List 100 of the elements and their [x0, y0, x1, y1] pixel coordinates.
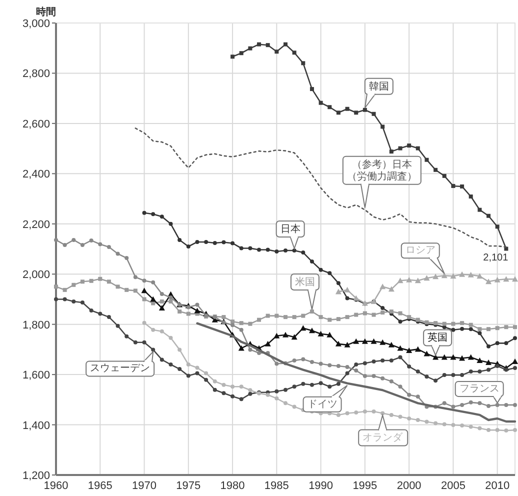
point [142, 340, 146, 344]
point [80, 300, 84, 304]
point [354, 362, 358, 367]
point [468, 272, 474, 278]
point [239, 51, 244, 56]
point [222, 240, 226, 244]
point [301, 357, 306, 362]
point [178, 348, 182, 352]
point [451, 373, 456, 378]
y-tick-label: 2,000 [22, 269, 50, 282]
point [106, 244, 111, 249]
point [274, 250, 279, 254]
point [142, 320, 146, 325]
point [89, 238, 94, 242]
point [72, 238, 76, 242]
point [328, 271, 332, 276]
point [345, 371, 350, 376]
point [372, 360, 376, 364]
point [274, 314, 279, 318]
point [62, 297, 67, 302]
point [398, 320, 402, 324]
point [222, 391, 226, 396]
point [124, 288, 129, 292]
point [54, 284, 58, 289]
point [116, 284, 120, 289]
point [398, 355, 402, 360]
point [72, 299, 76, 304]
point [504, 341, 508, 346]
point [389, 412, 394, 417]
point [274, 362, 279, 366]
point [248, 392, 252, 396]
point [310, 260, 314, 264]
point [441, 272, 448, 278]
point [370, 338, 377, 344]
point [389, 358, 394, 362]
point [380, 339, 386, 345]
point [257, 42, 262, 46]
point [150, 296, 156, 302]
point [336, 412, 340, 417]
point [486, 368, 491, 372]
point [195, 302, 200, 307]
series-label: ロシア [405, 245, 436, 256]
point [486, 360, 492, 365]
point [142, 278, 146, 283]
point [204, 378, 208, 382]
point [354, 368, 358, 373]
x-tick-label: 1960 [44, 480, 68, 492]
point [414, 278, 421, 284]
point [301, 61, 306, 66]
point [416, 418, 420, 422]
point [380, 376, 385, 380]
point [222, 382, 226, 387]
series-label: フランス [459, 383, 500, 394]
point [513, 336, 517, 340]
point [318, 330, 324, 336]
point [195, 366, 200, 370]
point [106, 315, 111, 320]
point [407, 392, 412, 397]
point [292, 358, 296, 362]
point [478, 370, 482, 374]
point [345, 411, 350, 416]
point [62, 242, 67, 247]
point [168, 362, 173, 367]
x-tick-label: 1965 [88, 480, 112, 492]
point [106, 280, 111, 284]
point [266, 43, 270, 48]
point [248, 46, 252, 50]
point [168, 299, 173, 304]
point [310, 360, 314, 364]
point [257, 350, 262, 355]
point [388, 286, 394, 292]
point [451, 328, 456, 332]
point [380, 284, 386, 290]
point [344, 342, 350, 348]
point [354, 110, 358, 115]
point [194, 308, 200, 314]
point [257, 318, 262, 322]
y-tick-label: 1,200 [22, 470, 50, 482]
point [151, 348, 156, 352]
point [503, 276, 510, 282]
point [442, 373, 446, 378]
point [380, 124, 385, 129]
x-tick-label: 1975 [176, 480, 201, 492]
point [284, 401, 288, 406]
point [380, 306, 385, 310]
point [442, 322, 446, 326]
point [133, 275, 138, 280]
point [414, 346, 421, 352]
point [460, 184, 464, 188]
point [292, 384, 296, 389]
point [300, 325, 306, 331]
point [486, 404, 491, 408]
point [345, 106, 350, 111]
point [468, 327, 473, 332]
point [72, 282, 76, 287]
point [354, 312, 358, 317]
point [495, 341, 500, 346]
point [398, 146, 402, 150]
point [310, 310, 314, 314]
point [98, 276, 102, 281]
